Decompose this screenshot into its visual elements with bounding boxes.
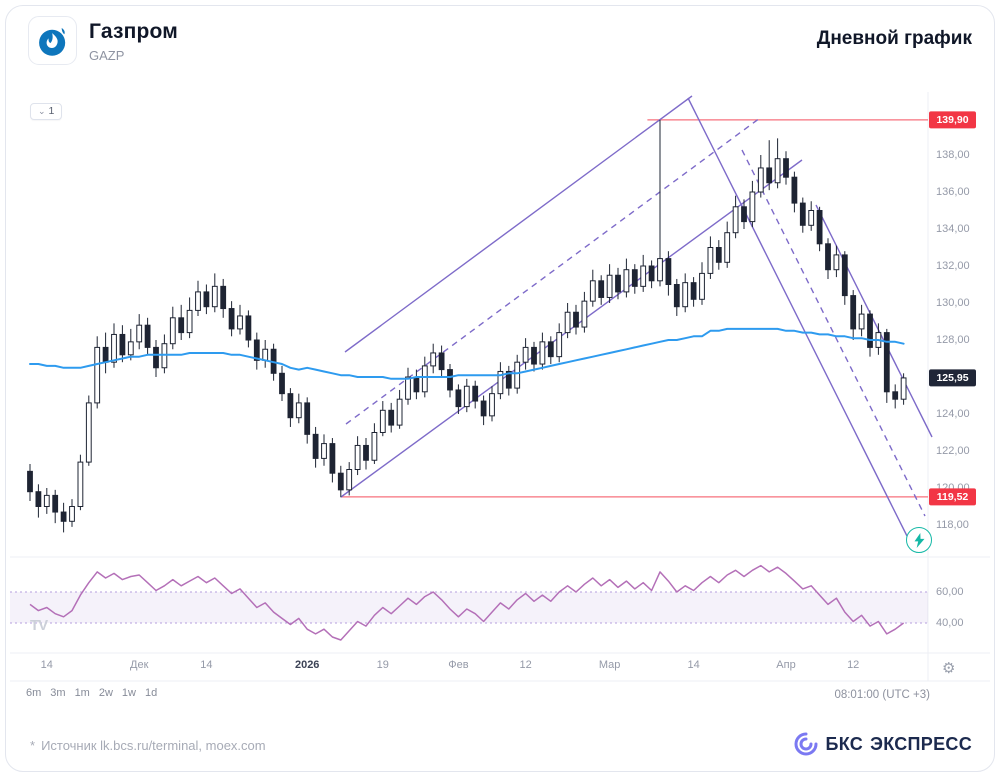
- svg-text:130,00: 130,00: [936, 297, 970, 309]
- range-button-6m[interactable]: 6m: [26, 687, 42, 699]
- chart-period-title: Дневной график: [816, 28, 972, 49]
- bcs-express-logo: БКС ЭКСПРЕСС: [793, 731, 973, 757]
- svg-text:12: 12: [847, 659, 859, 671]
- settings-gear-icon[interactable]: ⚙: [942, 660, 956, 677]
- price-badges: 139,90 119,52 125,95: [929, 111, 976, 506]
- x-axis-labels: 14 Дек 14 2026 19 Фев 12 Мар 14 Апр 12: [41, 659, 860, 671]
- svg-text:12: 12: [519, 659, 531, 671]
- range-button-3m[interactable]: 3m: [50, 687, 66, 699]
- candles: [27, 119, 907, 533]
- svg-text:125,95: 125,95: [936, 372, 968, 384]
- source-note: * Источник lk.bcs.ru/terminal, moex.com: [30, 738, 266, 753]
- svg-text:60,00: 60,00: [936, 586, 964, 598]
- svg-text:40,00: 40,00: [936, 617, 964, 629]
- source-text: Источник lk.bcs.ru/terminal, moex.com: [41, 738, 266, 753]
- svg-text:Дек: Дек: [130, 659, 149, 671]
- price-levels: [340, 119, 928, 498]
- svg-text:14: 14: [687, 659, 699, 671]
- svg-text:136,00: 136,00: [936, 186, 970, 198]
- page-title: Газпром: [89, 20, 178, 43]
- source-asterisk: *: [30, 738, 36, 753]
- svg-text:119,52: 119,52: [937, 491, 969, 503]
- chevron-down-icon: ⌄: [38, 106, 46, 116]
- svg-text:Фев: Фев: [448, 659, 468, 671]
- lightning-icon: [914, 532, 924, 548]
- range-button-1d[interactable]: 1d: [144, 687, 158, 699]
- svg-text:122,00: 122,00: [936, 445, 970, 457]
- bcs-swirl-icon: [794, 732, 817, 756]
- instrument-ticker: GAZP: [89, 48, 125, 63]
- lightning-button[interactable]: [906, 527, 932, 553]
- svg-text:14: 14: [41, 659, 53, 671]
- brand-name-bcs: БКС: [825, 733, 864, 754]
- legend-count: 1: [48, 105, 55, 117]
- rsi-band: [10, 591, 928, 624]
- range-button-2w[interactable]: 2w: [98, 687, 113, 699]
- svg-text:14: 14: [200, 659, 212, 671]
- range-toolbar: 6m 3m 1m 2w 1w 1d: [26, 687, 166, 699]
- range-button-1m[interactable]: 1m: [74, 687, 90, 699]
- svg-text:118,00: 118,00: [936, 519, 969, 531]
- gazprom-logo-icon: [38, 27, 65, 56]
- svg-text:132,00: 132,00: [936, 260, 970, 272]
- rsi-line: [29, 564, 905, 641]
- legend-toggle-chip[interactable]: ⌄ 1: [30, 103, 63, 120]
- price-chart[interactable]: [8, 92, 992, 682]
- svg-text:128,00: 128,00: [936, 334, 970, 346]
- svg-text:134,00: 134,00: [936, 223, 970, 235]
- svg-text:139,90: 139,90: [936, 114, 968, 126]
- trend-drawings: [340, 95, 933, 543]
- gazprom-logo: [28, 16, 77, 65]
- svg-text:124,00: 124,00: [936, 408, 970, 420]
- brand-name-express: ЭКСПРЕСС: [870, 733, 972, 754]
- svg-text:2026: 2026: [295, 659, 319, 671]
- svg-text:Мар: Мар: [599, 659, 621, 671]
- clock-label: 08:01:00 (UTC +3): [834, 689, 930, 701]
- range-button-1w[interactable]: 1w: [121, 687, 136, 699]
- pane-separators: [10, 92, 990, 682]
- y-axis-labels: 138,00 136,00 134,00 132,00 130,00 128,00 124,…: [936, 149, 970, 629]
- svg-text:19: 19: [377, 659, 389, 671]
- ma-line: [29, 327, 905, 380]
- svg-text:138,00: 138,00: [936, 149, 970, 161]
- svg-text:Апр: Апр: [776, 659, 795, 671]
- tradingview-watermark[interactable]: TV: [30, 617, 48, 634]
